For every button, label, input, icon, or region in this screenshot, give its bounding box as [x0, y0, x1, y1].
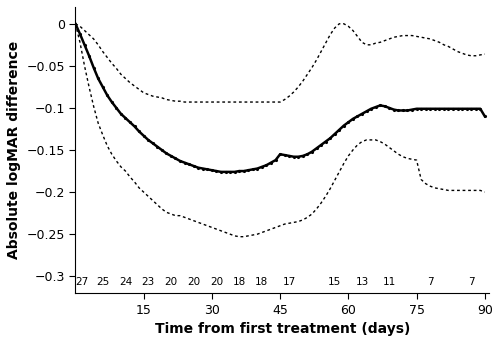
- Text: 15: 15: [328, 277, 342, 287]
- Text: 7: 7: [468, 277, 474, 287]
- Text: 20: 20: [187, 277, 200, 287]
- Y-axis label: Absolute logMAR difference: Absolute logMAR difference: [7, 41, 21, 259]
- Text: 23: 23: [142, 277, 155, 287]
- Text: 18: 18: [256, 277, 268, 287]
- Text: 7: 7: [427, 277, 434, 287]
- Text: 17: 17: [282, 277, 296, 287]
- X-axis label: Time from first treatment (days): Time from first treatment (days): [154, 322, 410, 336]
- Text: 20: 20: [210, 277, 223, 287]
- Text: 24: 24: [119, 277, 132, 287]
- Text: 18: 18: [232, 277, 246, 287]
- Text: 11: 11: [382, 277, 396, 287]
- Text: 25: 25: [96, 277, 110, 287]
- Text: 13: 13: [356, 277, 368, 287]
- Text: 27: 27: [76, 277, 89, 287]
- Text: 20: 20: [164, 277, 177, 287]
